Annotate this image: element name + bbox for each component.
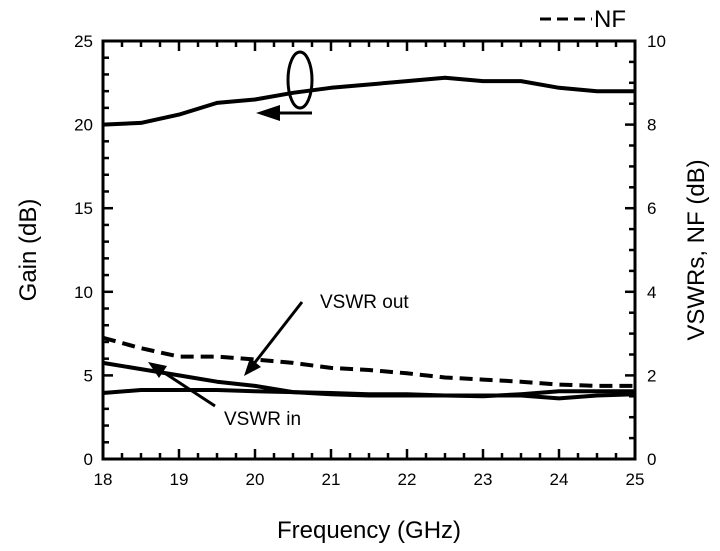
- series-line-nf: [102, 335, 635, 388]
- tick-layer: [101, 39, 637, 461]
- x-tick-label: 20: [246, 470, 265, 489]
- x-tick-label: 19: [170, 470, 189, 489]
- gain-arrow-head-icon: [256, 105, 280, 121]
- x-tick-label: 22: [398, 470, 417, 489]
- y-right-tick-label: 0: [647, 450, 656, 469]
- vswr-in-arrow-line: [159, 368, 216, 408]
- left-axis-title: Gain (dB): [15, 199, 42, 302]
- vswr-out-arrow-line: [251, 301, 304, 366]
- legend: NF: [540, 6, 626, 33]
- y-right-tick-label: 2: [647, 366, 656, 385]
- y-left-tick-label: 15: [74, 199, 93, 218]
- x-axis-title: Frequency (GHz): [277, 517, 461, 544]
- x-tick-label: 25: [626, 470, 645, 489]
- series-layer: [102, 75, 636, 401]
- x-tick-label: 21: [322, 470, 341, 489]
- y-right-tick-label: 6: [647, 199, 656, 218]
- gain-loop-icon: [286, 50, 314, 110]
- vswr-out-label: VSWR out: [320, 292, 409, 313]
- right-axis-title: VSWRs, NF (dB): [683, 159, 710, 340]
- y-left-tick-label: 0: [84, 450, 93, 469]
- x-tick-label: 24: [550, 470, 569, 489]
- y-right-tick-label: 4: [647, 283, 656, 302]
- series-line-gain: [102, 75, 635, 127]
- y-left-tick-label: 25: [74, 32, 93, 51]
- y-left-tick-label: 20: [74, 116, 93, 135]
- vswr-out-annotation: VSWR out: [244, 292, 409, 376]
- x-tick-label: 23: [474, 470, 493, 489]
- vswr-out-arrow-head-icon: [244, 358, 261, 376]
- y-right-tick-label: 8: [647, 116, 656, 135]
- y-left-tick-label: 10: [74, 283, 93, 302]
- y-left-tick-label: 5: [84, 366, 93, 385]
- legend-nf-label: NF: [594, 6, 626, 33]
- vswr-in-arrow-head-icon: [148, 362, 167, 378]
- y-right-tick-label: 10: [647, 32, 666, 51]
- vswr-in-label: VSWR in: [224, 409, 301, 430]
- gain-annotation: [256, 50, 314, 121]
- vswr-in-annotation: VSWR in: [148, 362, 301, 430]
- x-tick-label: 18: [94, 470, 113, 489]
